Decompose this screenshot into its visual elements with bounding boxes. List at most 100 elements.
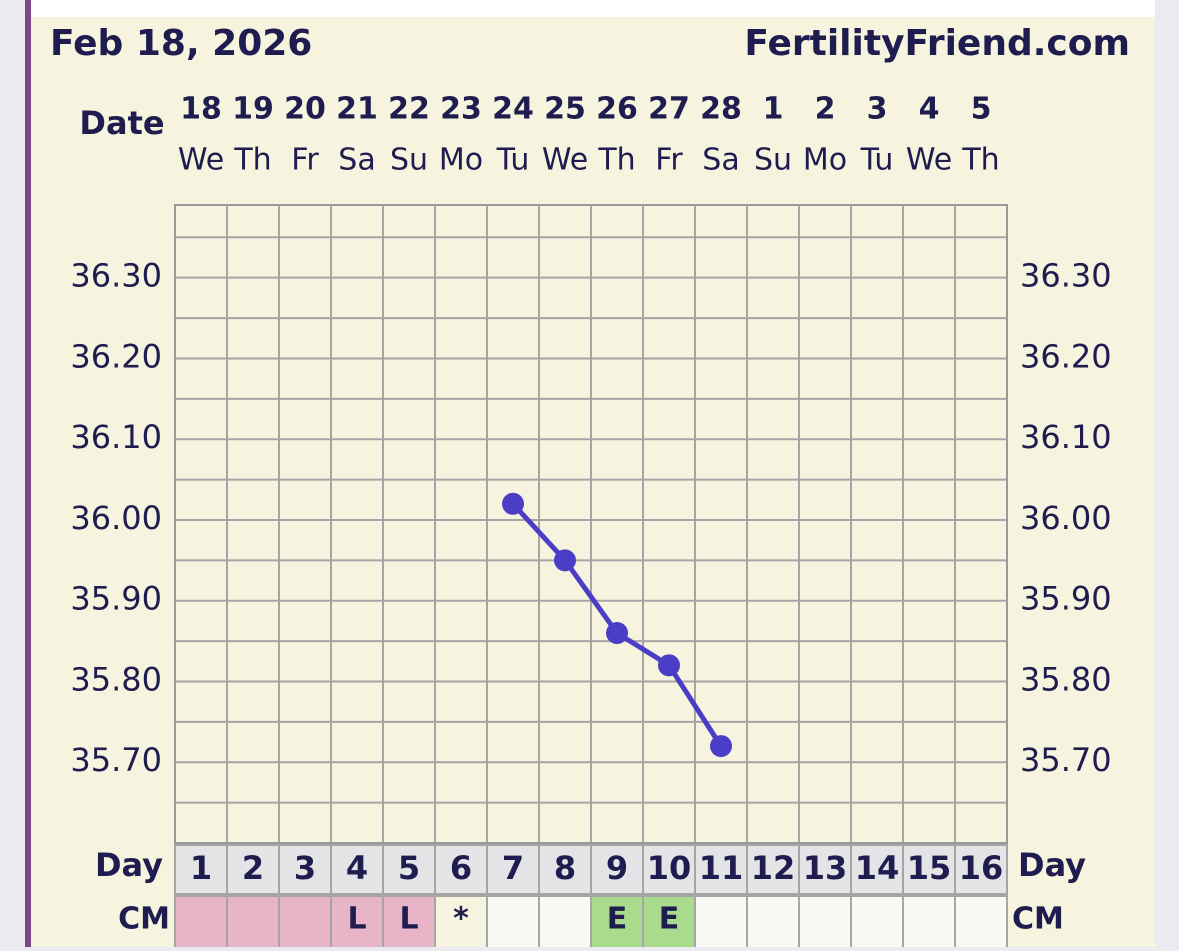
date-label: 25	[544, 92, 586, 127]
date-label: 18	[180, 92, 222, 127]
cm-cell	[174, 895, 228, 949]
y2-tick-label: 36.00	[1020, 499, 1112, 537]
cycle-day: 16	[959, 849, 1004, 887]
cycle-day: 1	[190, 849, 212, 887]
temp-point	[502, 492, 524, 515]
weekday-label: Sa	[338, 143, 375, 178]
date-label: 27	[648, 92, 690, 127]
top-strip	[31, 0, 1155, 17]
weekday-label: Th	[961, 143, 999, 178]
cycle-day: 9	[606, 849, 628, 887]
y-tick-label: 36.00	[70, 499, 162, 537]
cm-value: E	[607, 902, 628, 937]
cm-cell	[538, 895, 592, 949]
y2-tick-label: 36.20	[1020, 337, 1112, 375]
weekday-label: We	[906, 143, 952, 178]
site-name: FertilityFriend.com	[744, 23, 1130, 64]
cycle-day: 12	[751, 849, 796, 887]
weekday-label: Su	[754, 143, 792, 178]
y2-tick-label: 35.70	[1020, 741, 1112, 779]
day-cell	[954, 844, 1008, 895]
cycle-day: 10	[647, 849, 692, 887]
cm-cell	[486, 895, 540, 949]
date-label: 23	[440, 92, 482, 127]
weekday-label: Th	[597, 143, 635, 178]
cm-value: L	[347, 902, 366, 937]
cycle-day: 13	[803, 849, 848, 887]
date-label: 19	[232, 92, 274, 127]
cm-cell	[954, 895, 1008, 949]
y2-tick-label: 35.80	[1020, 660, 1112, 698]
cm-cell	[226, 895, 280, 949]
weekday-label: Tu	[496, 143, 530, 178]
cycle-day: 14	[855, 849, 900, 887]
cm-cell	[590, 895, 644, 949]
y-tick-label: 36.10	[70, 418, 162, 456]
weekday-label: Su	[390, 143, 428, 178]
temp-point	[606, 622, 628, 645]
date-label: Date	[79, 104, 164, 142]
cycle-day: 6	[450, 849, 472, 887]
weekday-label: Mo	[439, 143, 483, 178]
weekday-label: Mo	[803, 143, 847, 178]
cm-cell	[850, 895, 904, 949]
day-cell	[538, 844, 592, 895]
cycle-day: 3	[294, 849, 316, 887]
day-cell	[590, 844, 644, 895]
cycle-day: 4	[346, 849, 368, 887]
day-cell	[226, 844, 280, 895]
day-cell	[902, 844, 956, 895]
day-cell	[434, 844, 488, 895]
y2-tick-label: 36.10	[1020, 418, 1112, 456]
temp-point	[554, 549, 576, 572]
cycle-day: 8	[554, 849, 576, 887]
cm-cell	[694, 895, 748, 949]
cycle-day: 11	[699, 849, 744, 887]
weekday-label: Sa	[702, 143, 739, 178]
cm-value: *	[453, 902, 469, 937]
date-label: 20	[284, 92, 326, 127]
cm-value: E	[659, 902, 680, 937]
date-label: 28	[700, 92, 742, 127]
weekday-label: Fr	[291, 143, 319, 178]
cycle-day: 5	[398, 849, 420, 887]
y-tick-label: 35.90	[70, 580, 162, 618]
temp-point	[658, 654, 680, 677]
date-label: 1	[763, 92, 784, 127]
chart-title: Feb 18, 2026	[50, 23, 312, 64]
cm-cell	[382, 895, 436, 949]
weekday-label: Th	[233, 143, 271, 178]
day-cell	[330, 844, 384, 895]
date-label: 24	[492, 92, 534, 127]
day-cell	[486, 844, 540, 895]
y2-tick-label: 35.90	[1020, 580, 1112, 618]
day-label-right: Day	[1018, 846, 1086, 884]
day-cell	[174, 844, 228, 895]
date-label: 26	[596, 92, 638, 127]
cm-cell	[798, 895, 852, 949]
date-label: 4	[919, 92, 940, 127]
cm-cell	[902, 895, 956, 949]
date-label: 3	[867, 92, 888, 127]
cm-value: L	[399, 902, 418, 937]
y2-tick-label: 36.30	[1020, 257, 1112, 295]
temp-point	[710, 735, 732, 758]
date-label: 5	[971, 92, 992, 127]
cm-cell	[746, 895, 800, 949]
date-label: 21	[336, 92, 378, 127]
cycle-day: 15	[907, 849, 952, 887]
y-tick-label: 35.80	[70, 660, 162, 698]
cycle-day: 2	[242, 849, 264, 887]
weekday-label: Tu	[860, 143, 894, 178]
weekday-label: We	[542, 143, 588, 178]
date-label: 22	[388, 92, 430, 127]
date-label: 2	[815, 92, 836, 127]
weekday-label: We	[178, 143, 224, 178]
day-cell	[798, 844, 852, 895]
y-tick-label: 36.20	[70, 337, 162, 375]
cm-cell	[278, 895, 332, 949]
y-tick-label: 36.30	[70, 257, 162, 295]
y-tick-label: 35.70	[70, 741, 162, 779]
